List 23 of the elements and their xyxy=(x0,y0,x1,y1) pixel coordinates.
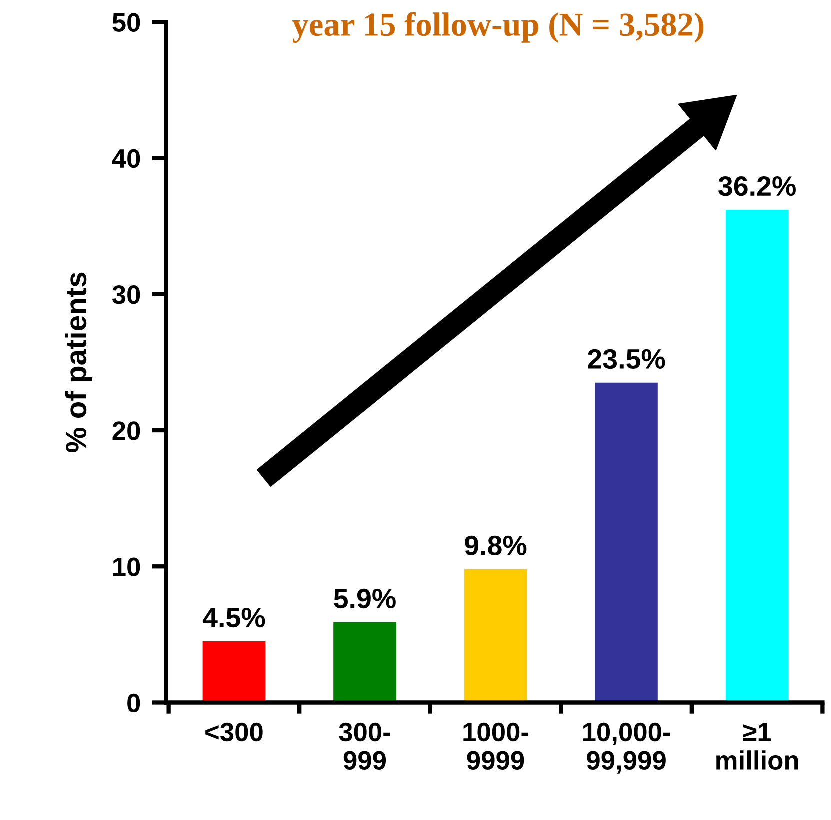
data-label: 23.5% xyxy=(588,349,666,370)
data-label: 5.9% xyxy=(334,588,396,609)
data-label: 9.8% xyxy=(465,536,527,556)
y-tick-label: 30 xyxy=(112,286,140,304)
x-tick-label: 300- 999 xyxy=(339,722,390,770)
y-axis-title: % of patients xyxy=(65,272,92,452)
x-tick-label: ≥1 million xyxy=(716,723,798,770)
y-tick-label: 0 xyxy=(128,694,140,713)
data-label: 36.2% xyxy=(718,176,796,196)
y-tick-label: 20 xyxy=(112,422,140,440)
y-tick-label: 40 xyxy=(112,149,140,168)
x-tick-label: <300 xyxy=(206,722,263,742)
bar xyxy=(726,210,789,703)
bar xyxy=(464,569,528,703)
y-tick-label: 50 xyxy=(112,13,140,32)
bar xyxy=(202,641,266,703)
x-tick-label: 1000- 9999 xyxy=(464,722,528,770)
y-tick-label: 10 xyxy=(114,558,140,576)
bar xyxy=(334,622,396,703)
x-tick-label: 10,000- 99,999 xyxy=(583,722,670,774)
bar xyxy=(595,382,658,703)
data-label: 4.5% xyxy=(202,608,266,628)
chart-title: year 15 follow-up (N = 3,582) xyxy=(292,12,704,43)
